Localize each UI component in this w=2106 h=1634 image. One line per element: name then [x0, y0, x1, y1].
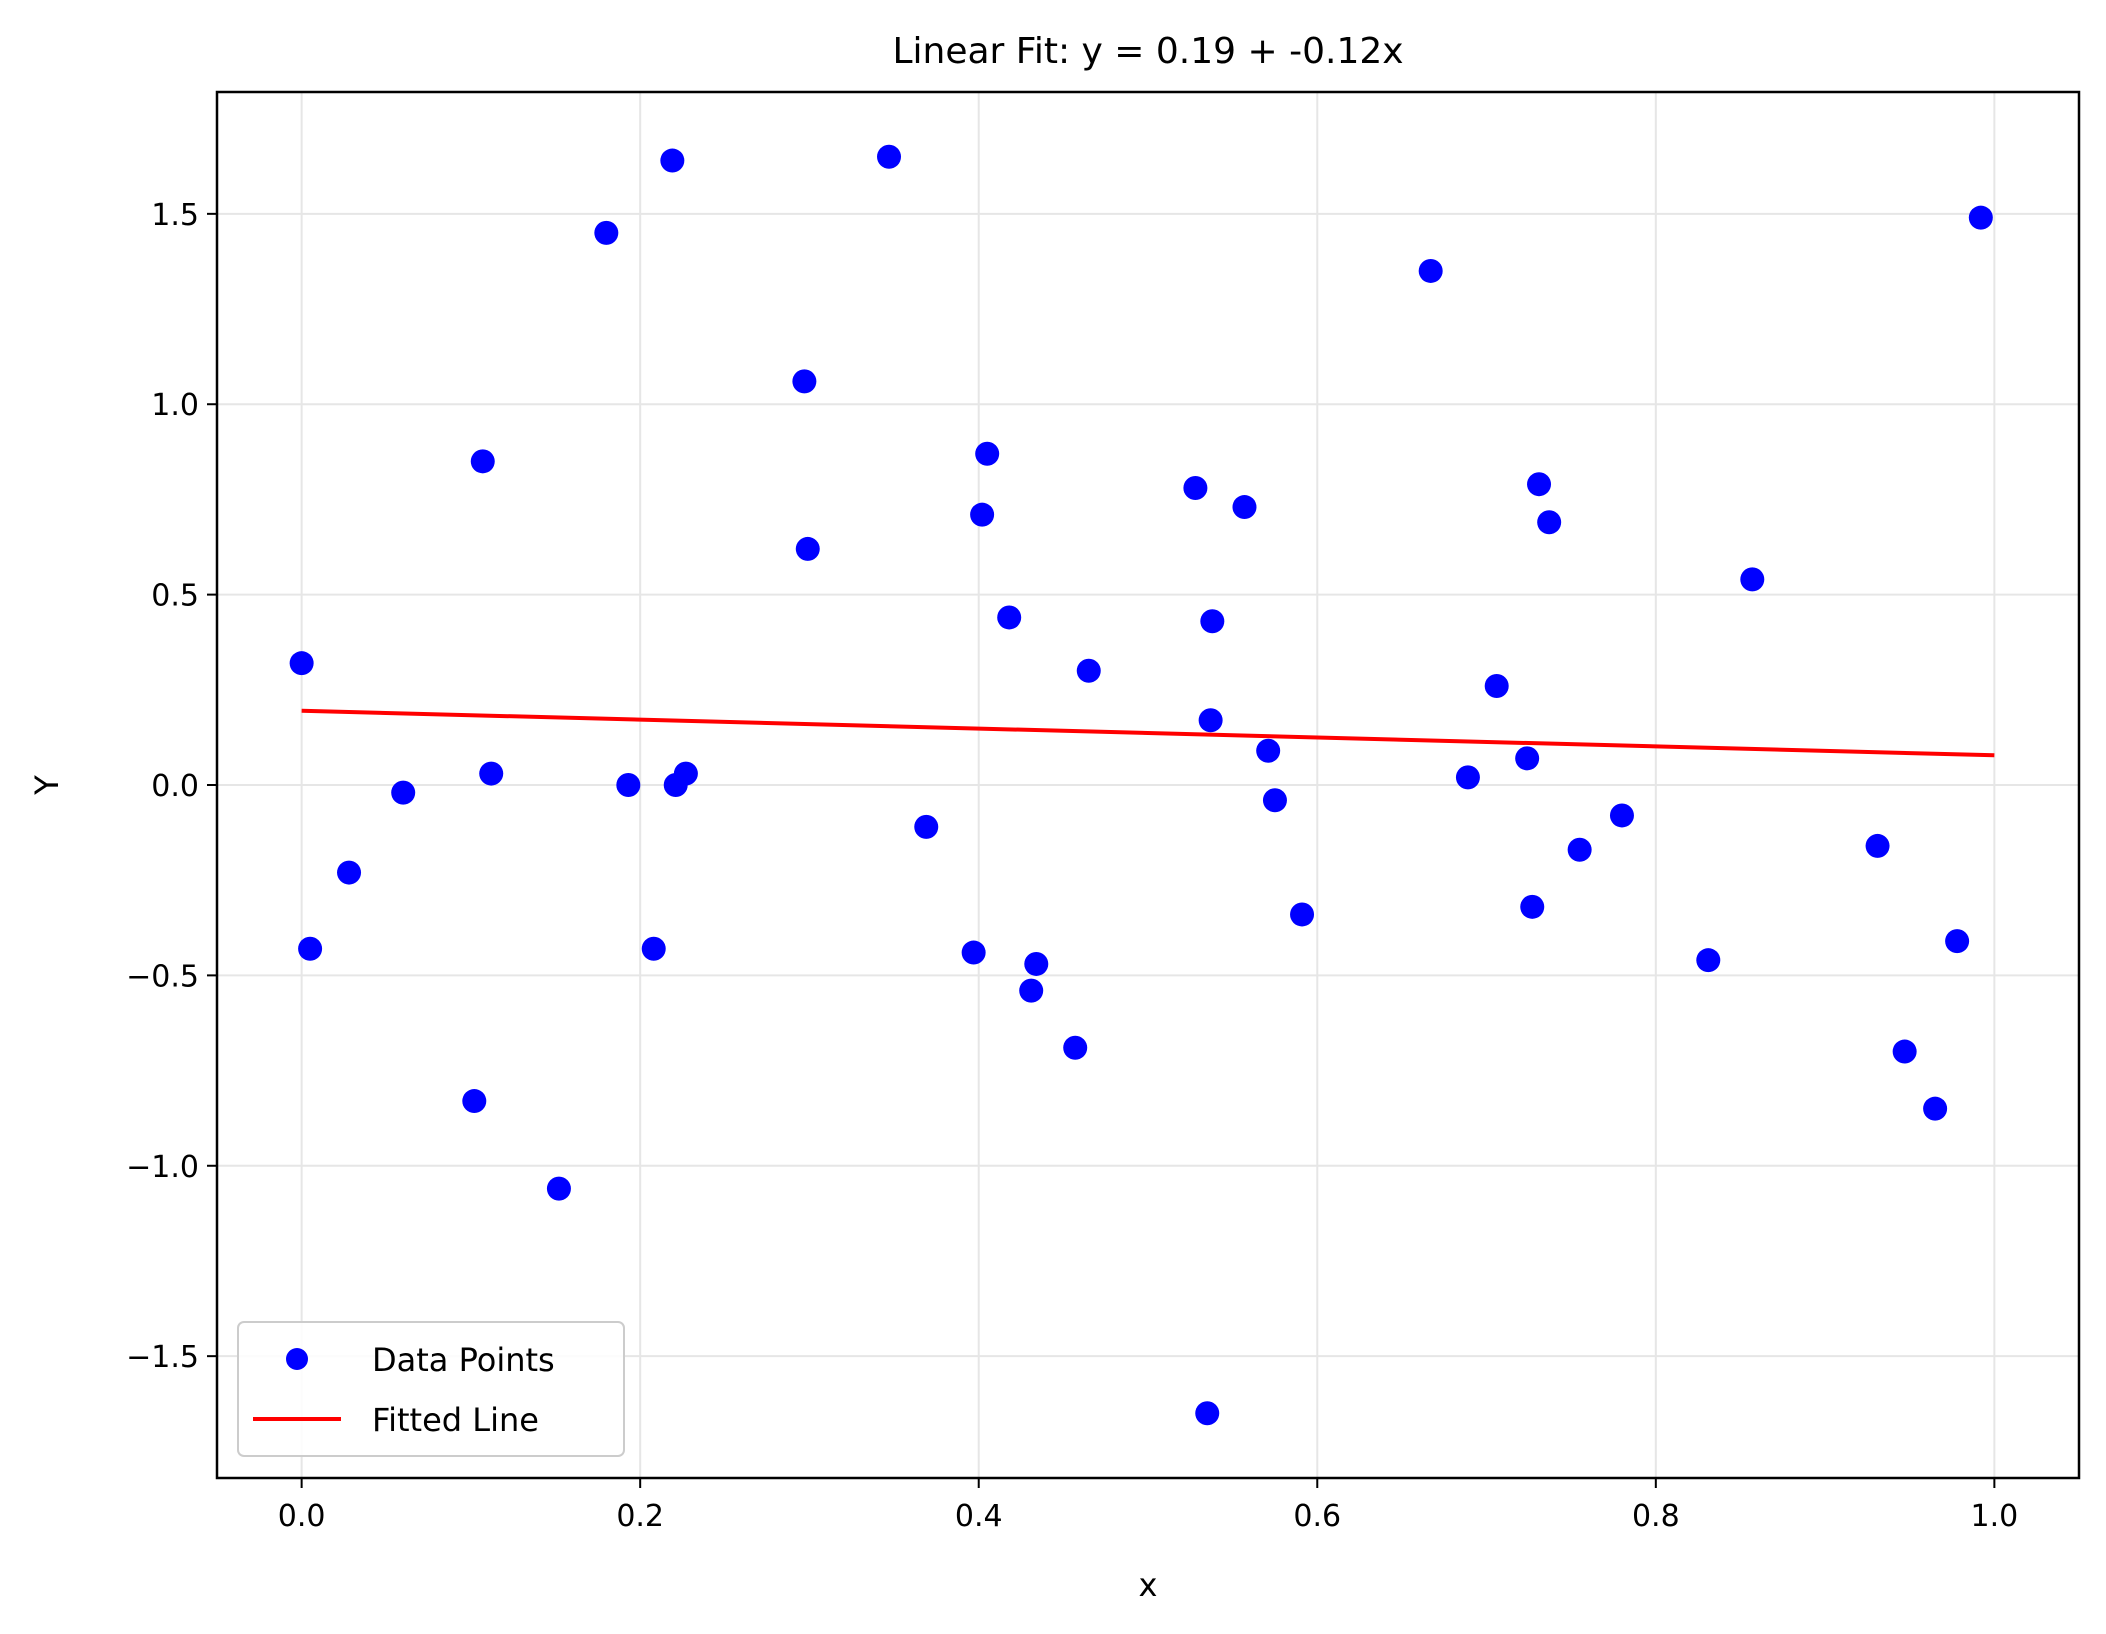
data-point: [1740, 567, 1765, 592]
data-point: [479, 761, 504, 786]
y-tick-label: 0.0: [151, 769, 199, 804]
x-tick-label: 0.2: [616, 1499, 664, 1534]
legend-marker-data-points: [286, 1348, 308, 1370]
data-point: [1968, 205, 1993, 230]
x-axis-ticks: 0.0 0.2 0.4 0.6 0.8 1.0: [278, 1478, 2018, 1534]
x-tick-label: 0.6: [1293, 1499, 1341, 1534]
legend-box: [237, 1321, 625, 1457]
y-tick-label: −1.5: [126, 1340, 199, 1375]
data-point: [1696, 948, 1721, 973]
data-point: [641, 936, 666, 961]
fit-layer: [301, 708, 1995, 758]
data-point: [1455, 765, 1480, 790]
data-point: [673, 761, 698, 786]
data-point: [546, 1176, 571, 1201]
data-point: [289, 651, 314, 676]
fitted-line: [301, 708, 1995, 758]
data-point: [914, 814, 939, 839]
y-axis-ticks: −1.5 −1.0 −0.5 0.0 0.5 1.0 1.5: [126, 198, 217, 1375]
data-point: [1198, 708, 1223, 733]
data-point: [462, 1089, 487, 1114]
data-point: [792, 369, 817, 394]
data-point: [298, 936, 323, 961]
data-point: [1024, 951, 1049, 976]
data-point: [877, 144, 902, 169]
data-point: [1484, 674, 1509, 698]
chart-title: Linear Fit: y = 0.19 + -0.12x: [892, 31, 1403, 72]
data-point: [1256, 738, 1281, 763]
y-tick-label: 0.5: [151, 579, 199, 614]
data-point: [660, 148, 685, 173]
data-point: [1567, 837, 1592, 862]
y-tick-label: 1.0: [151, 388, 199, 423]
data-point: [1609, 803, 1634, 828]
data-point: [970, 502, 995, 527]
data-point: [594, 220, 619, 245]
data-point: [337, 860, 362, 885]
y-tick-label: −1.0: [126, 1150, 199, 1185]
data-point: [1183, 476, 1208, 500]
data-point: [1290, 902, 1315, 927]
scatter-points: [289, 144, 1993, 1426]
data-point: [997, 605, 1022, 630]
data-point: [1865, 833, 1890, 858]
data-point: [1076, 658, 1101, 683]
data-point: [1892, 1039, 1917, 1064]
data-point: [1418, 258, 1443, 283]
x-tick-label: 1.0: [1971, 1499, 2019, 1534]
x-tick-label: 0.4: [955, 1499, 1003, 1534]
data-point: [1923, 1096, 1948, 1121]
data-point: [1527, 472, 1552, 497]
data-point: [1945, 929, 1970, 954]
data-point: [1520, 894, 1545, 919]
data-point: [470, 449, 495, 474]
x-axis-label: x: [1139, 1566, 1158, 1604]
data-point: [961, 940, 986, 965]
data-point: [391, 780, 416, 805]
legend-label-fitted-line: Fitted Line: [372, 1401, 539, 1439]
y-tick-label: 1.5: [151, 198, 199, 233]
data-point: [1515, 746, 1540, 771]
data-point: [1063, 1035, 1088, 1060]
data-point: [1019, 978, 1044, 1003]
data-point: [1262, 788, 1287, 813]
data-point: [616, 773, 641, 797]
data-point: [795, 536, 820, 561]
x-tick-label: 0.8: [1632, 1499, 1680, 1534]
data-point: [1232, 495, 1257, 520]
legend: Data Points Fitted Line: [237, 1321, 625, 1457]
legend-label-data-points: Data Points: [372, 1341, 555, 1379]
data-point: [1537, 510, 1562, 535]
x-tick-label: 0.0: [278, 1499, 326, 1534]
y-tick-label: −0.5: [126, 959, 199, 994]
data-point: [1200, 609, 1225, 634]
data-point: [1195, 1401, 1220, 1426]
y-axis-label: Y: [28, 775, 66, 796]
data-point: [975, 441, 1000, 466]
